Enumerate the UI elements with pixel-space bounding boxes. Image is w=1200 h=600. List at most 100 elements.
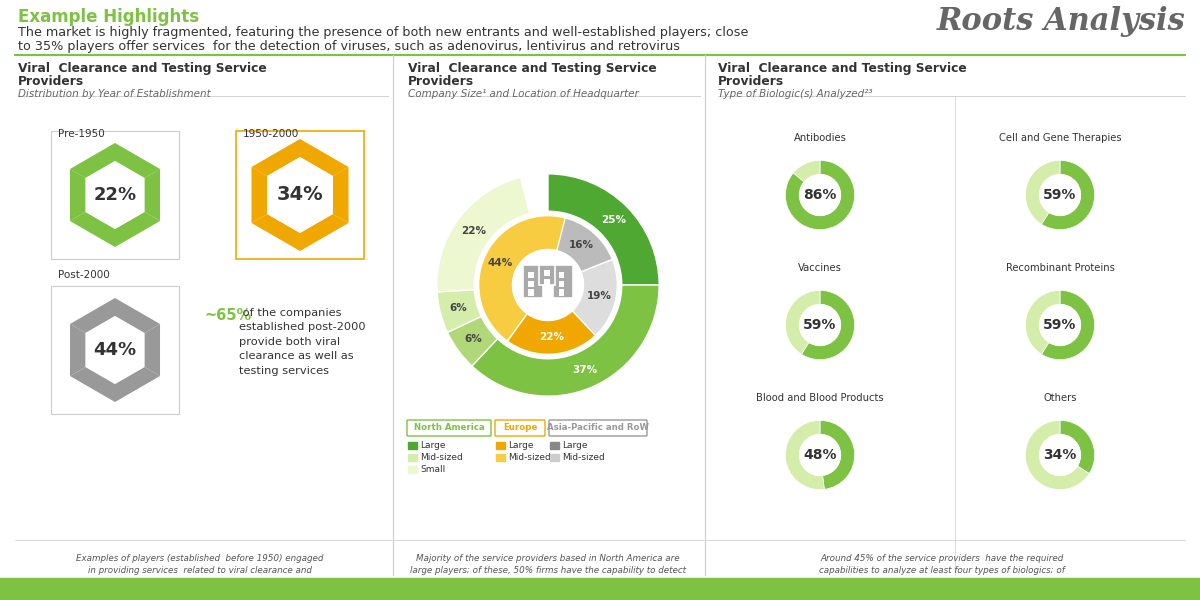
Text: 59%: 59%: [803, 318, 836, 332]
Text: 16%: 16%: [569, 239, 594, 250]
Wedge shape: [572, 259, 617, 335]
Text: 19%: 19%: [587, 292, 612, 301]
Polygon shape: [115, 298, 160, 333]
Bar: [559, 281, 564, 287]
Text: Vaccines: Vaccines: [798, 263, 842, 273]
Wedge shape: [508, 311, 595, 355]
Bar: [528, 281, 534, 287]
Bar: [559, 289, 564, 296]
Circle shape: [1039, 174, 1081, 216]
Bar: [50, 131, 179, 259]
Text: 44%: 44%: [488, 257, 514, 268]
Bar: [236, 131, 364, 259]
Text: 25%: 25%: [601, 215, 626, 224]
Bar: [50, 286, 179, 414]
Text: Company Size¹ and Location of Headquarter: Company Size¹ and Location of Headquarte…: [408, 89, 638, 99]
Text: Mid-sized: Mid-sized: [508, 453, 551, 462]
Text: Roots Analysis: Roots Analysis: [936, 6, 1186, 37]
Polygon shape: [70, 212, 115, 247]
Text: 22%: 22%: [94, 186, 137, 204]
Text: 34%: 34%: [277, 185, 323, 205]
Polygon shape: [70, 169, 85, 221]
Polygon shape: [85, 316, 144, 384]
Circle shape: [799, 434, 841, 476]
Text: Large: Large: [508, 441, 534, 450]
Text: Antibodies: Antibodies: [793, 133, 846, 143]
Text: Mid-sized: Mid-sized: [562, 453, 605, 462]
Polygon shape: [85, 161, 144, 229]
Text: Distribution by Year of Establishment: Distribution by Year of Establishment: [18, 89, 211, 99]
Text: Providers: Providers: [718, 75, 784, 88]
Wedge shape: [1042, 290, 1094, 359]
Text: Viral  Clearance and Testing Service: Viral Clearance and Testing Service: [718, 62, 967, 75]
Text: Asia-Pacific and RoW: Asia-Pacific and RoW: [547, 424, 649, 433]
Text: 6%: 6%: [450, 303, 467, 313]
Text: Viral  Clearance and Testing Service: Viral Clearance and Testing Service: [18, 62, 266, 75]
Polygon shape: [300, 139, 348, 176]
Polygon shape: [70, 367, 115, 402]
Text: Recombinant Proteins: Recombinant Proteins: [1006, 263, 1115, 273]
Text: The market is highly fragmented, featuring the presence of both new entrants and: The market is highly fragmented, featuri…: [18, 26, 749, 39]
Text: Majority of the service providers based in North America are
large players; of t: Majority of the service providers based …: [410, 554, 686, 599]
Circle shape: [799, 304, 841, 346]
Bar: [496, 454, 505, 461]
Bar: [0, 578, 1200, 600]
Polygon shape: [70, 324, 85, 376]
Text: Examples of players (established  before 1950) engaged
in providing services  re: Examples of players (established before …: [77, 554, 324, 599]
Text: 22%: 22%: [539, 332, 564, 343]
Text: 44%: 44%: [94, 341, 137, 359]
Text: Others: Others: [1043, 393, 1076, 403]
Circle shape: [512, 250, 583, 320]
Wedge shape: [448, 316, 498, 366]
Bar: [528, 272, 534, 278]
Text: Providers: Providers: [408, 75, 474, 88]
Text: Mid-sized: Mid-sized: [420, 453, 463, 462]
Text: Large: Large: [420, 441, 445, 450]
Wedge shape: [472, 285, 659, 396]
Text: 34%: 34%: [1043, 448, 1076, 462]
Bar: [528, 289, 534, 296]
Wedge shape: [548, 215, 560, 250]
Text: Small: Small: [420, 465, 445, 474]
Polygon shape: [252, 139, 300, 176]
Text: Post-2000: Post-2000: [58, 270, 109, 280]
Text: Pre-1950: Pre-1950: [58, 129, 104, 139]
Text: Example Highlights: Example Highlights: [18, 8, 199, 26]
Text: 6%: 6%: [464, 334, 482, 344]
Polygon shape: [268, 157, 332, 233]
Text: 1950-2000: 1950-2000: [242, 129, 299, 139]
Wedge shape: [1060, 421, 1094, 473]
Text: Viral  Clearance and Testing Service: Viral Clearance and Testing Service: [408, 62, 656, 75]
Wedge shape: [479, 215, 565, 341]
Text: 48%: 48%: [803, 448, 836, 462]
Circle shape: [799, 174, 841, 216]
Bar: [553, 265, 572, 298]
Wedge shape: [1025, 160, 1060, 224]
Wedge shape: [820, 421, 854, 490]
Text: to 35% players offer services  for the detection of viruses, such as adenovirus,: to 35% players offer services for the de…: [18, 40, 680, 53]
Polygon shape: [268, 157, 332, 233]
Polygon shape: [300, 214, 348, 251]
Wedge shape: [785, 421, 824, 490]
Polygon shape: [144, 169, 160, 221]
Bar: [496, 442, 505, 449]
Polygon shape: [70, 143, 115, 178]
Wedge shape: [793, 160, 820, 182]
Text: 59%: 59%: [1043, 318, 1076, 332]
Polygon shape: [85, 316, 144, 384]
Text: ~65%: ~65%: [205, 308, 252, 323]
Wedge shape: [1025, 290, 1060, 354]
Polygon shape: [144, 324, 160, 376]
Text: 86%: 86%: [803, 188, 836, 202]
Text: Providers: Providers: [18, 75, 84, 88]
Bar: [545, 270, 550, 276]
Text: 59%: 59%: [1043, 188, 1076, 202]
Bar: [408, 454, 418, 461]
Bar: [523, 265, 542, 298]
Wedge shape: [1025, 421, 1090, 490]
Bar: [408, 442, 418, 449]
Wedge shape: [437, 290, 481, 332]
Text: Blood and Blood Products: Blood and Blood Products: [756, 393, 884, 403]
Text: North America: North America: [414, 424, 485, 433]
Bar: [539, 265, 556, 285]
